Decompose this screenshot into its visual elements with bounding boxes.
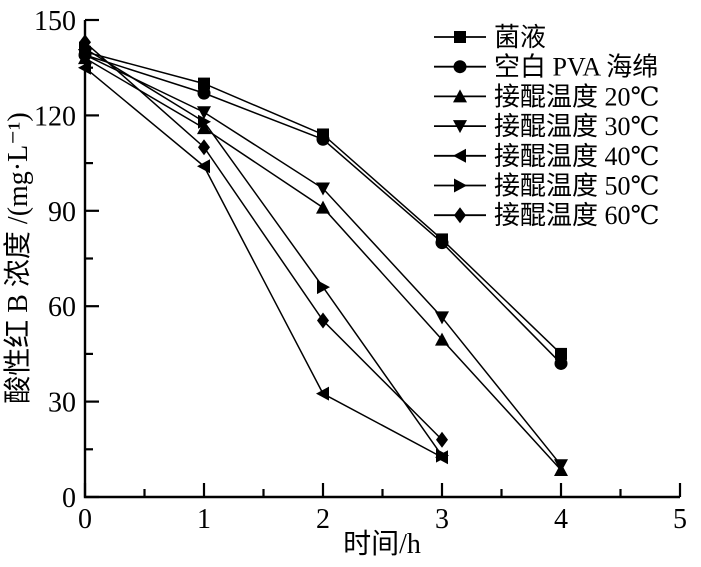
series-line-6 [84, 41, 443, 441]
legend-circle-icon [453, 60, 467, 74]
series-3-marker [435, 311, 449, 325]
series-2-marker [435, 332, 449, 346]
x-tick-label: 2 [316, 504, 330, 535]
legend-label: 接醌温度 50℃ [494, 172, 660, 201]
series-line-2 [84, 57, 562, 471]
legend-label: 接醌温度 60℃ [494, 201, 660, 230]
x-tick-label: 3 [435, 504, 449, 535]
y-tick-label: 0 [62, 483, 76, 514]
series-6-marker [79, 34, 91, 51]
series-5-marker [198, 114, 211, 129]
legend-item-5: 接醌温度 50℃ [434, 172, 660, 201]
legend-triangle-down-icon [453, 120, 467, 134]
y-axis-title: 酸性红 B 浓度 /(mg·L⁻¹) [2, 112, 34, 404]
series-4-marker [316, 386, 329, 401]
series-3-marker [554, 459, 568, 473]
x-tick-label: 0 [78, 504, 92, 535]
axes: 0 1 2 3 4 5 0 30 60 90 120 150 [34, 6, 687, 535]
series-3-marker [197, 106, 211, 120]
legend-item-4: 接醌温度 40℃ [434, 142, 660, 171]
legend-item-2: 接醌温度 20℃ [434, 82, 660, 111]
legend-item-0: 菌液 [434, 23, 546, 52]
series-4-marker [197, 159, 210, 174]
series-1-marker [554, 356, 568, 370]
legend-item-1: 空白 PVA 海绵 [434, 53, 658, 82]
legend-label: 接醌温度 30℃ [494, 112, 660, 141]
series-1-marker [197, 86, 211, 100]
series-0-marker [555, 347, 567, 360]
legend-label: 菌液 [494, 23, 546, 52]
y-tick-label: 60 [48, 292, 76, 323]
legend-triangle-right-icon [454, 178, 467, 193]
x-tick-label: 5 [673, 504, 687, 535]
legend-label: 接醌温度 40℃ [494, 142, 660, 171]
legend-square-icon [454, 31, 466, 43]
legend-diamond-icon [454, 207, 466, 224]
y-tick-label: 120 [34, 101, 76, 132]
legend-item-6: 接醌温度 60℃ [434, 201, 660, 230]
series-lines [78, 34, 568, 476]
series-5-marker [317, 280, 330, 295]
legend-label: 接醌温度 20℃ [494, 82, 660, 111]
series-3-marker [316, 182, 330, 196]
x-axis-title: 时间/h [343, 528, 421, 560]
series-6-marker [436, 431, 448, 448]
series-5-marker [436, 448, 449, 463]
legend-item-3: 接醌温度 30℃ [434, 112, 660, 141]
series-6-marker [198, 139, 210, 156]
legend-triangle-left-icon [453, 148, 466, 163]
legend-label: 空白 PVA 海绵 [494, 53, 658, 82]
series-line-3 [84, 54, 562, 466]
series-line-4 [84, 67, 443, 458]
series-2-marker [197, 121, 211, 135]
series-1-marker [316, 132, 330, 146]
series-6-marker [317, 312, 329, 329]
y-tick-label: 90 [48, 197, 76, 228]
legend-triangle-up-icon [453, 89, 467, 103]
series-0-marker [198, 77, 210, 90]
series-1-marker [435, 236, 449, 250]
series-2-marker [316, 200, 330, 214]
y-tick-label: 150 [34, 6, 76, 37]
series-4-marker [78, 60, 91, 75]
x-tick-label: 4 [554, 504, 568, 535]
series-line-5 [84, 47, 443, 457]
y-tick-label: 30 [48, 388, 76, 419]
x-tick-label: 1 [197, 504, 211, 535]
